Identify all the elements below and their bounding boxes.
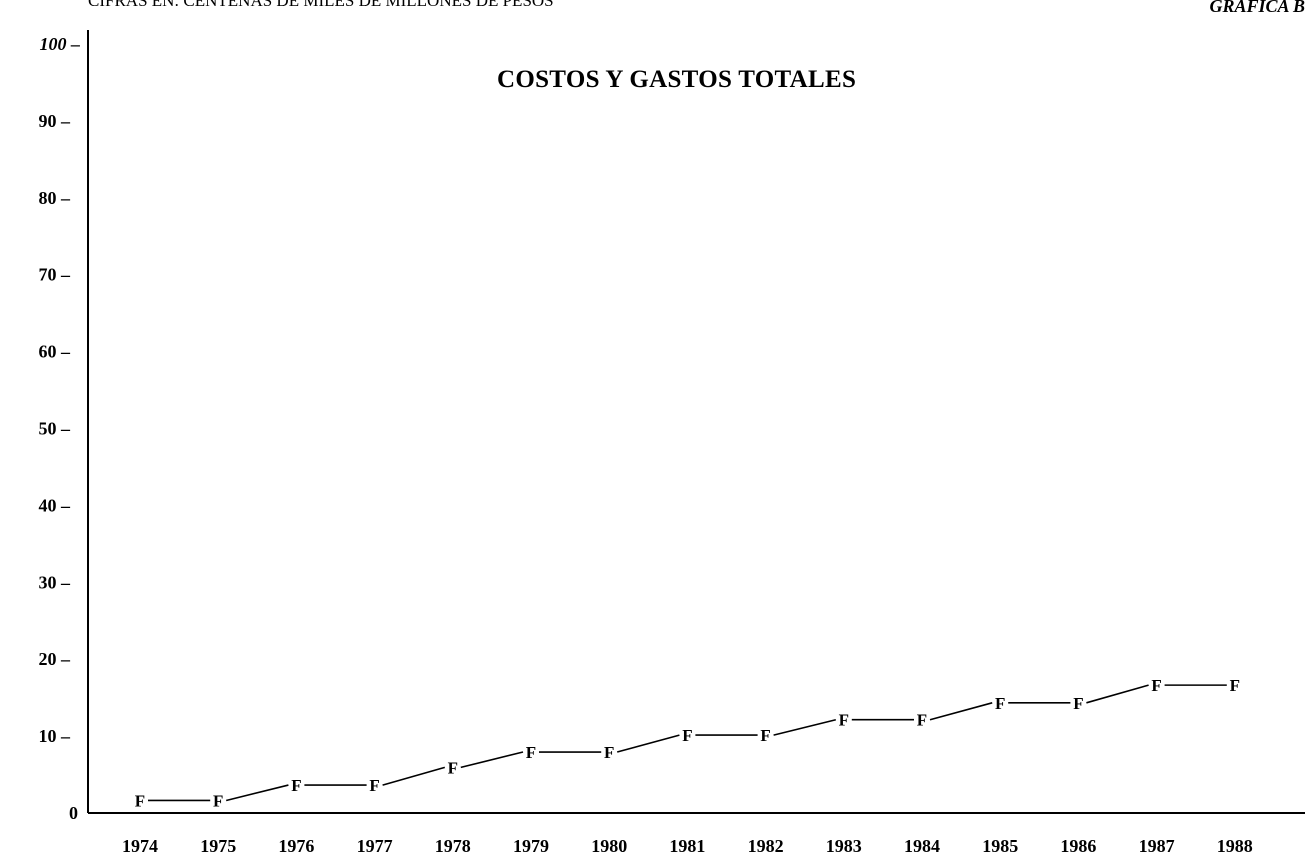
y-tick-label: 20 –: [39, 649, 72, 669]
data-point-marker: F: [448, 758, 458, 777]
x-tick-label: 1974: [122, 836, 158, 856]
x-tick-label: 1978: [435, 836, 471, 856]
y-tick-labels: 0 10 – 20 – 30 – 40 – 50 – 60 – 70 – 80 – 90 – 100…: [39, 34, 81, 823]
x-tick-label: 1984: [904, 836, 940, 856]
y-tick-label: 10 –: [39, 726, 72, 746]
data-point-marker: F: [604, 743, 614, 762]
y-tick-label: 40 –: [39, 495, 72, 515]
y-tick-label: 90 –: [39, 111, 72, 131]
chart-title: COSTOS Y GASTOS TOTALES: [497, 66, 857, 93]
y-tick-label: 30 –: [39, 572, 72, 592]
series-markers: F F F F F F F F F F F F F F F: [135, 676, 1240, 810]
data-point-marker: F: [682, 726, 692, 745]
data-point-marker: F: [135, 791, 145, 810]
y-tick-label: 50 –: [39, 419, 72, 439]
data-point-marker: F: [213, 791, 223, 810]
y-tick-label: 100 –: [40, 34, 81, 54]
data-point-marker: F: [995, 694, 1005, 713]
y-tick-label: 0: [69, 803, 78, 823]
data-point-marker: F: [917, 711, 927, 730]
figure-id: GRAFICA B: [1209, 0, 1305, 16]
units-note: CIFRAS EN: CENTENAS DE MILES DE MILLONES…: [88, 0, 554, 10]
data-point-marker: F: [369, 776, 379, 795]
series-segment: [616, 734, 680, 753]
data-point-marker: F: [839, 711, 849, 730]
series-lines: [148, 684, 1227, 802]
x-tick-label: 1976: [278, 836, 314, 856]
x-tick-label: 1985: [982, 836, 1018, 856]
series-segment: [382, 766, 446, 786]
y-tick-label: 60 –: [39, 342, 72, 362]
y-tick-label: 80 –: [39, 188, 72, 208]
x-tick-labels: 1974 1975 1976 1977 1978 1979 1980 1981 1982 1983…: [122, 836, 1253, 856]
x-tick-label: 1977: [357, 836, 393, 856]
data-point-marker: F: [760, 726, 770, 745]
x-tick-label: 1986: [1060, 836, 1096, 856]
axes: [87, 30, 1305, 814]
series-segment: [773, 718, 836, 736]
series-segment: [226, 784, 289, 802]
series-segment: [460, 751, 524, 769]
x-tick-label: 1987: [1139, 836, 1175, 856]
data-point-marker: F: [291, 776, 301, 795]
x-tick-label: 1975: [200, 836, 236, 856]
data-point-marker: F: [1073, 694, 1083, 713]
data-point-marker: F: [1151, 676, 1161, 695]
data-point-marker: F: [526, 743, 536, 762]
x-tick-label: 1988: [1217, 836, 1253, 856]
series-segment: [929, 702, 993, 721]
x-tick-label: 1983: [826, 836, 862, 856]
x-tick-label: 1980: [591, 836, 627, 856]
y-tick-label: 70 –: [39, 265, 72, 285]
data-point-marker: F: [1230, 676, 1240, 695]
x-tick-label: 1979: [513, 836, 549, 856]
x-tick-label: 1982: [748, 836, 784, 856]
x-tick-label: 1981: [669, 836, 705, 856]
series-segment: [1086, 684, 1149, 704]
